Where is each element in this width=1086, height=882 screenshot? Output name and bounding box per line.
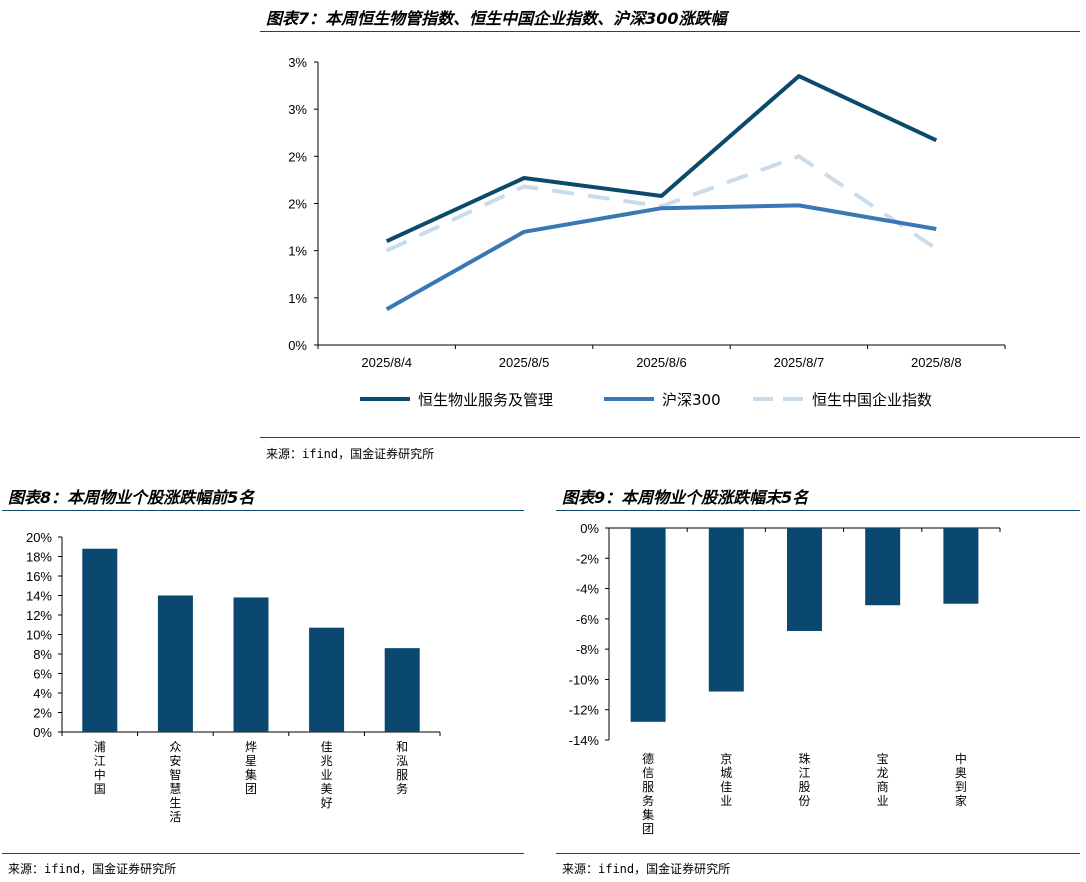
chart9-source-rule — [556, 853, 1080, 854]
chart8-title-rule — [2, 510, 524, 511]
y-tick-label: 1% — [288, 244, 307, 259]
x-tick-label: 珠江股份 — [798, 752, 811, 808]
y-tick-label: 3% — [288, 55, 307, 70]
y-tick-label: 2% — [288, 197, 307, 212]
y-tick-label: -10% — [569, 672, 600, 687]
bottom5-bar-chart: 0% -2% -4% -6% -8% -10% -12% -14% — [569, 521, 1001, 748]
x-tick-label: 中奥到家 — [954, 752, 967, 808]
y-tick-label: -14% — [569, 733, 600, 748]
bar-0 — [82, 548, 118, 732]
y-tick-label: -2% — [576, 551, 600, 566]
chart9-title-rule — [556, 510, 1080, 511]
y-tick-label: -6% — [576, 612, 600, 627]
y-tick-label: 20% — [26, 530, 52, 545]
chart7-source: 来源：ifind，国金证券研究所 — [266, 447, 435, 461]
x-tick-label: 2025/8/6 — [636, 355, 687, 370]
y-tick-label: 2% — [288, 149, 307, 164]
y-tick-label: 1% — [288, 291, 307, 306]
y-tick-label: -8% — [576, 642, 600, 657]
y-tick-label: 12% — [26, 608, 52, 623]
chart7-title: 图表7：本周恒生物管指数、恒生中国企业指数、沪深300涨跌幅 — [266, 9, 727, 28]
x-tick-label: 2025/8/7 — [774, 355, 825, 370]
bar-4 — [943, 528, 979, 604]
x-tick-label: 烨星集团 — [244, 740, 257, 796]
bar-4 — [384, 648, 420, 732]
bar-1 — [708, 528, 744, 692]
y-tick-label: 4% — [33, 686, 52, 701]
y-tick-label: 0% — [288, 338, 307, 353]
bar-3 — [309, 627, 345, 732]
y-tick-label: -12% — [569, 703, 600, 718]
x-tick-label: 京城佳业 — [720, 752, 733, 808]
y-tick-label: 0% — [580, 521, 599, 536]
chart9-source: 来源：ifind，国金证券研究所 — [562, 862, 731, 876]
chart8-source-rule — [2, 853, 524, 854]
bar-0 — [630, 528, 666, 722]
chart7-source-rule — [260, 437, 1080, 438]
x-tick-label: 众安智慧生活 — [169, 740, 182, 824]
x-tick-label: 德信服务集团 — [642, 752, 655, 836]
y-tick-label: 18% — [26, 550, 52, 565]
y-tick-label: 3% — [288, 102, 307, 117]
bar-2 — [233, 597, 269, 732]
legend-label-2: 恒生中国企业指数 — [812, 391, 932, 409]
x-tick-label: 2025/8/4 — [361, 355, 412, 370]
series-line-1 — [385, 203, 937, 311]
x-tick-label: 宝龙商业 — [876, 752, 889, 808]
y-tick-label: 0% — [33, 725, 52, 740]
bar-1 — [157, 595, 193, 732]
y-tick-label: 2% — [33, 706, 52, 721]
x-tick-label: 佳兆业美好 — [320, 740, 333, 810]
y-tick-label: 14% — [26, 589, 52, 604]
x-tick-label: 浦江中国 — [93, 740, 106, 796]
x-tick-label: 2025/8/5 — [499, 355, 550, 370]
chart7-title-rule — [260, 31, 1080, 32]
legend-label-1: 沪深300 — [662, 391, 721, 409]
y-tick-label: 16% — [26, 569, 52, 584]
chart8-title: 图表8：本周物业个股涨跌幅前5名 — [8, 488, 255, 507]
y-tick-label: 10% — [26, 628, 52, 643]
bar-2 — [787, 528, 822, 631]
bar-3 — [865, 528, 901, 606]
line-chart: 0% 1% 1% 2% 2% 3% 3% 2025/8/4 2025/8/5 2025/8/6 20… — [288, 55, 1006, 409]
y-tick-label: 6% — [33, 667, 52, 682]
x-tick-label: 2025/8/8 — [911, 355, 962, 370]
x-tick-label: 和泓服务 — [396, 740, 409, 796]
top5-bar-chart: 0% 2% 4% 6% 8% 10% 12% 14% 16% 18% 20% — [26, 530, 441, 740]
chart9-title: 图表9：本周物业个股涨跌幅末5名 — [562, 488, 809, 507]
legend-label-0: 恒生物业服务及管理 — [418, 391, 553, 409]
series-line-0 — [385, 74, 938, 244]
y-tick-label: 8% — [33, 647, 52, 662]
y-tick-label: -4% — [576, 582, 600, 597]
chart8-source: 来源：ifind，国金证券研究所 — [8, 862, 177, 876]
